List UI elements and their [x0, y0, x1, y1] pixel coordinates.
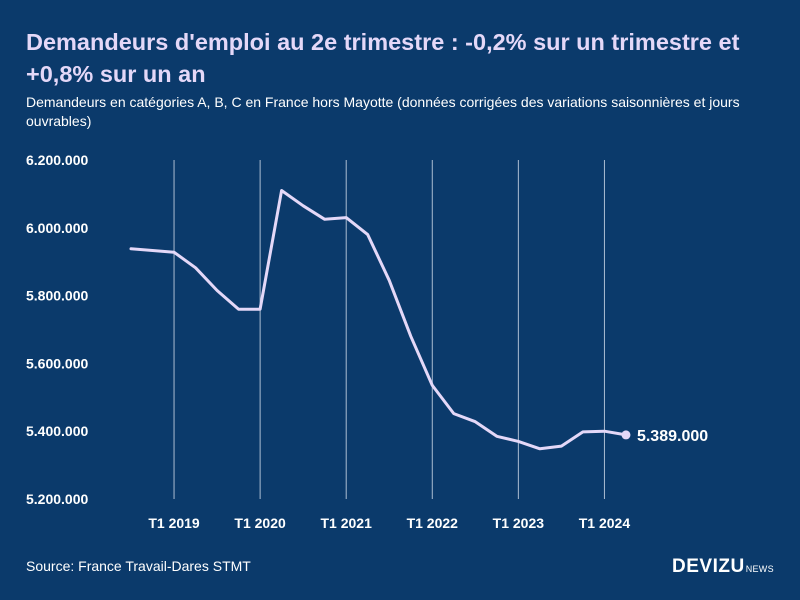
y-tick-label: 5.200.000: [26, 491, 88, 507]
y-axis: 6.200.000 6.000.000 5.800.000 5.600.000 5.40…: [26, 152, 88, 507]
series-line: [129, 189, 628, 451]
y-tick-label: 5.400.000: [26, 423, 88, 439]
x-tick-label: T1 2021: [321, 515, 373, 531]
x-tick-label: T1 2020: [234, 515, 286, 531]
y-tick-label: 5.600.000: [26, 355, 88, 371]
chart-subtitle: Demandeurs en catégories A, B, C en Fran…: [26, 94, 740, 129]
end-point-marker: [621, 430, 631, 440]
logo-main-text: DEVIZU: [672, 556, 745, 577]
gridlines: [173, 160, 605, 499]
x-axis: T1 2019 T1 2020 T1 2021 T1 2022 T1 2023 T1 20…: [148, 515, 630, 531]
end-value-label: 5.389.000: [637, 428, 708, 445]
brand-logo: DEVIZUNEWS: [672, 556, 774, 578]
chart-title: Demandeurs d'emploi au 2e trimestre : -0…: [26, 29, 740, 87]
source-note: Source: France Travail-Dares STMT: [26, 558, 251, 574]
y-tick-label: 6.200.000: [26, 152, 88, 168]
logo-suffix-text: NEWS: [745, 564, 774, 574]
x-tick-label: T1 2019: [148, 515, 200, 531]
x-tick-label: T1 2023: [493, 515, 545, 531]
x-tick-label: T1 2024: [579, 515, 631, 531]
series: 5.389.000: [129, 189, 708, 451]
y-tick-label: 6.000.000: [26, 220, 88, 236]
y-tick-label: 5.800.000: [26, 288, 88, 304]
x-tick-label: T1 2022: [407, 515, 459, 531]
